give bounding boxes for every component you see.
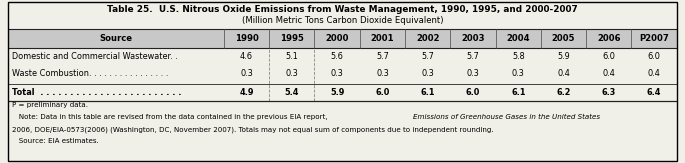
- Text: 6.0: 6.0: [466, 88, 480, 97]
- Text: 2005: 2005: [552, 34, 575, 43]
- Text: 0.3: 0.3: [512, 69, 525, 78]
- Text: 5.7: 5.7: [466, 52, 479, 61]
- Text: 5.9: 5.9: [557, 52, 570, 61]
- Text: 0.3: 0.3: [240, 69, 253, 78]
- Text: 1990: 1990: [234, 34, 258, 43]
- Text: 5.8: 5.8: [512, 52, 525, 61]
- Text: 0.3: 0.3: [376, 69, 389, 78]
- Text: 2006: 2006: [597, 34, 621, 43]
- Text: 6.1: 6.1: [421, 88, 435, 97]
- Text: 0.4: 0.4: [648, 69, 660, 78]
- Text: 6.4: 6.4: [647, 88, 662, 97]
- Text: Source: Source: [99, 34, 133, 43]
- Text: 6.0: 6.0: [375, 88, 390, 97]
- Text: Waste Combustion. . . . . . . . . . . . . . . .: Waste Combustion. . . . . . . . . . . . …: [12, 69, 169, 78]
- Text: 0.3: 0.3: [286, 69, 298, 78]
- Text: 2000: 2000: [325, 34, 349, 43]
- Text: 0.3: 0.3: [331, 69, 343, 78]
- Text: Note: Data in this table are revised from the data contained in the previous EIA: Note: Data in this table are revised fro…: [12, 114, 329, 120]
- Text: 2002: 2002: [416, 34, 440, 43]
- Text: 6.0: 6.0: [602, 52, 615, 61]
- Text: 2003: 2003: [461, 34, 485, 43]
- Text: 6.3: 6.3: [601, 88, 616, 97]
- Text: (Million Metric Tons Carbon Dioxide Equivalent): (Million Metric Tons Carbon Dioxide Equi…: [242, 16, 443, 25]
- Text: Table 25.  U.S. Nitrous Oxide Emissions from Waste Management, 1990, 1995, and 2: Table 25. U.S. Nitrous Oxide Emissions f…: [107, 5, 578, 14]
- Text: Source: EIA estimates.: Source: EIA estimates.: [12, 139, 99, 144]
- Text: 2004: 2004: [506, 34, 530, 43]
- Text: 5.7: 5.7: [376, 52, 389, 61]
- Text: Emissions of Greenhouse Gases in the United States: Emissions of Greenhouse Gases in the Uni…: [412, 114, 599, 120]
- Text: 5.9: 5.9: [330, 88, 345, 97]
- Text: 0.4: 0.4: [602, 69, 615, 78]
- Text: 1995: 1995: [280, 34, 303, 43]
- Text: P2007: P2007: [639, 34, 669, 43]
- Text: 2001: 2001: [371, 34, 394, 43]
- Text: 6.0: 6.0: [648, 52, 660, 61]
- Text: Total  . . . . . . . . . . . . . . . . . . . . . . . .: Total . . . . . . . . . . . . . . . . . …: [12, 88, 182, 97]
- Text: 4.6: 4.6: [240, 52, 253, 61]
- Text: 5.6: 5.6: [331, 52, 344, 61]
- Text: 5.4: 5.4: [284, 88, 299, 97]
- Text: 0.4: 0.4: [557, 69, 570, 78]
- Text: 6.1: 6.1: [511, 88, 525, 97]
- Text: 4.9: 4.9: [239, 88, 253, 97]
- Text: P = preliminary data.: P = preliminary data.: [12, 102, 88, 108]
- Text: 2006, DOE/EIA-0573(2006) (Washington, DC, November 2007). Totals may not equal s: 2006, DOE/EIA-0573(2006) (Washington, DC…: [12, 126, 493, 133]
- Text: 0.3: 0.3: [421, 69, 434, 78]
- Text: 0.3: 0.3: [466, 69, 479, 78]
- Text: Domestic and Commercial Wastewater. .: Domestic and Commercial Wastewater. .: [12, 52, 178, 61]
- Text: 5.1: 5.1: [286, 52, 298, 61]
- Bar: [8, 29, 677, 48]
- Text: 5.7: 5.7: [421, 52, 434, 61]
- Text: 6.2: 6.2: [556, 88, 571, 97]
